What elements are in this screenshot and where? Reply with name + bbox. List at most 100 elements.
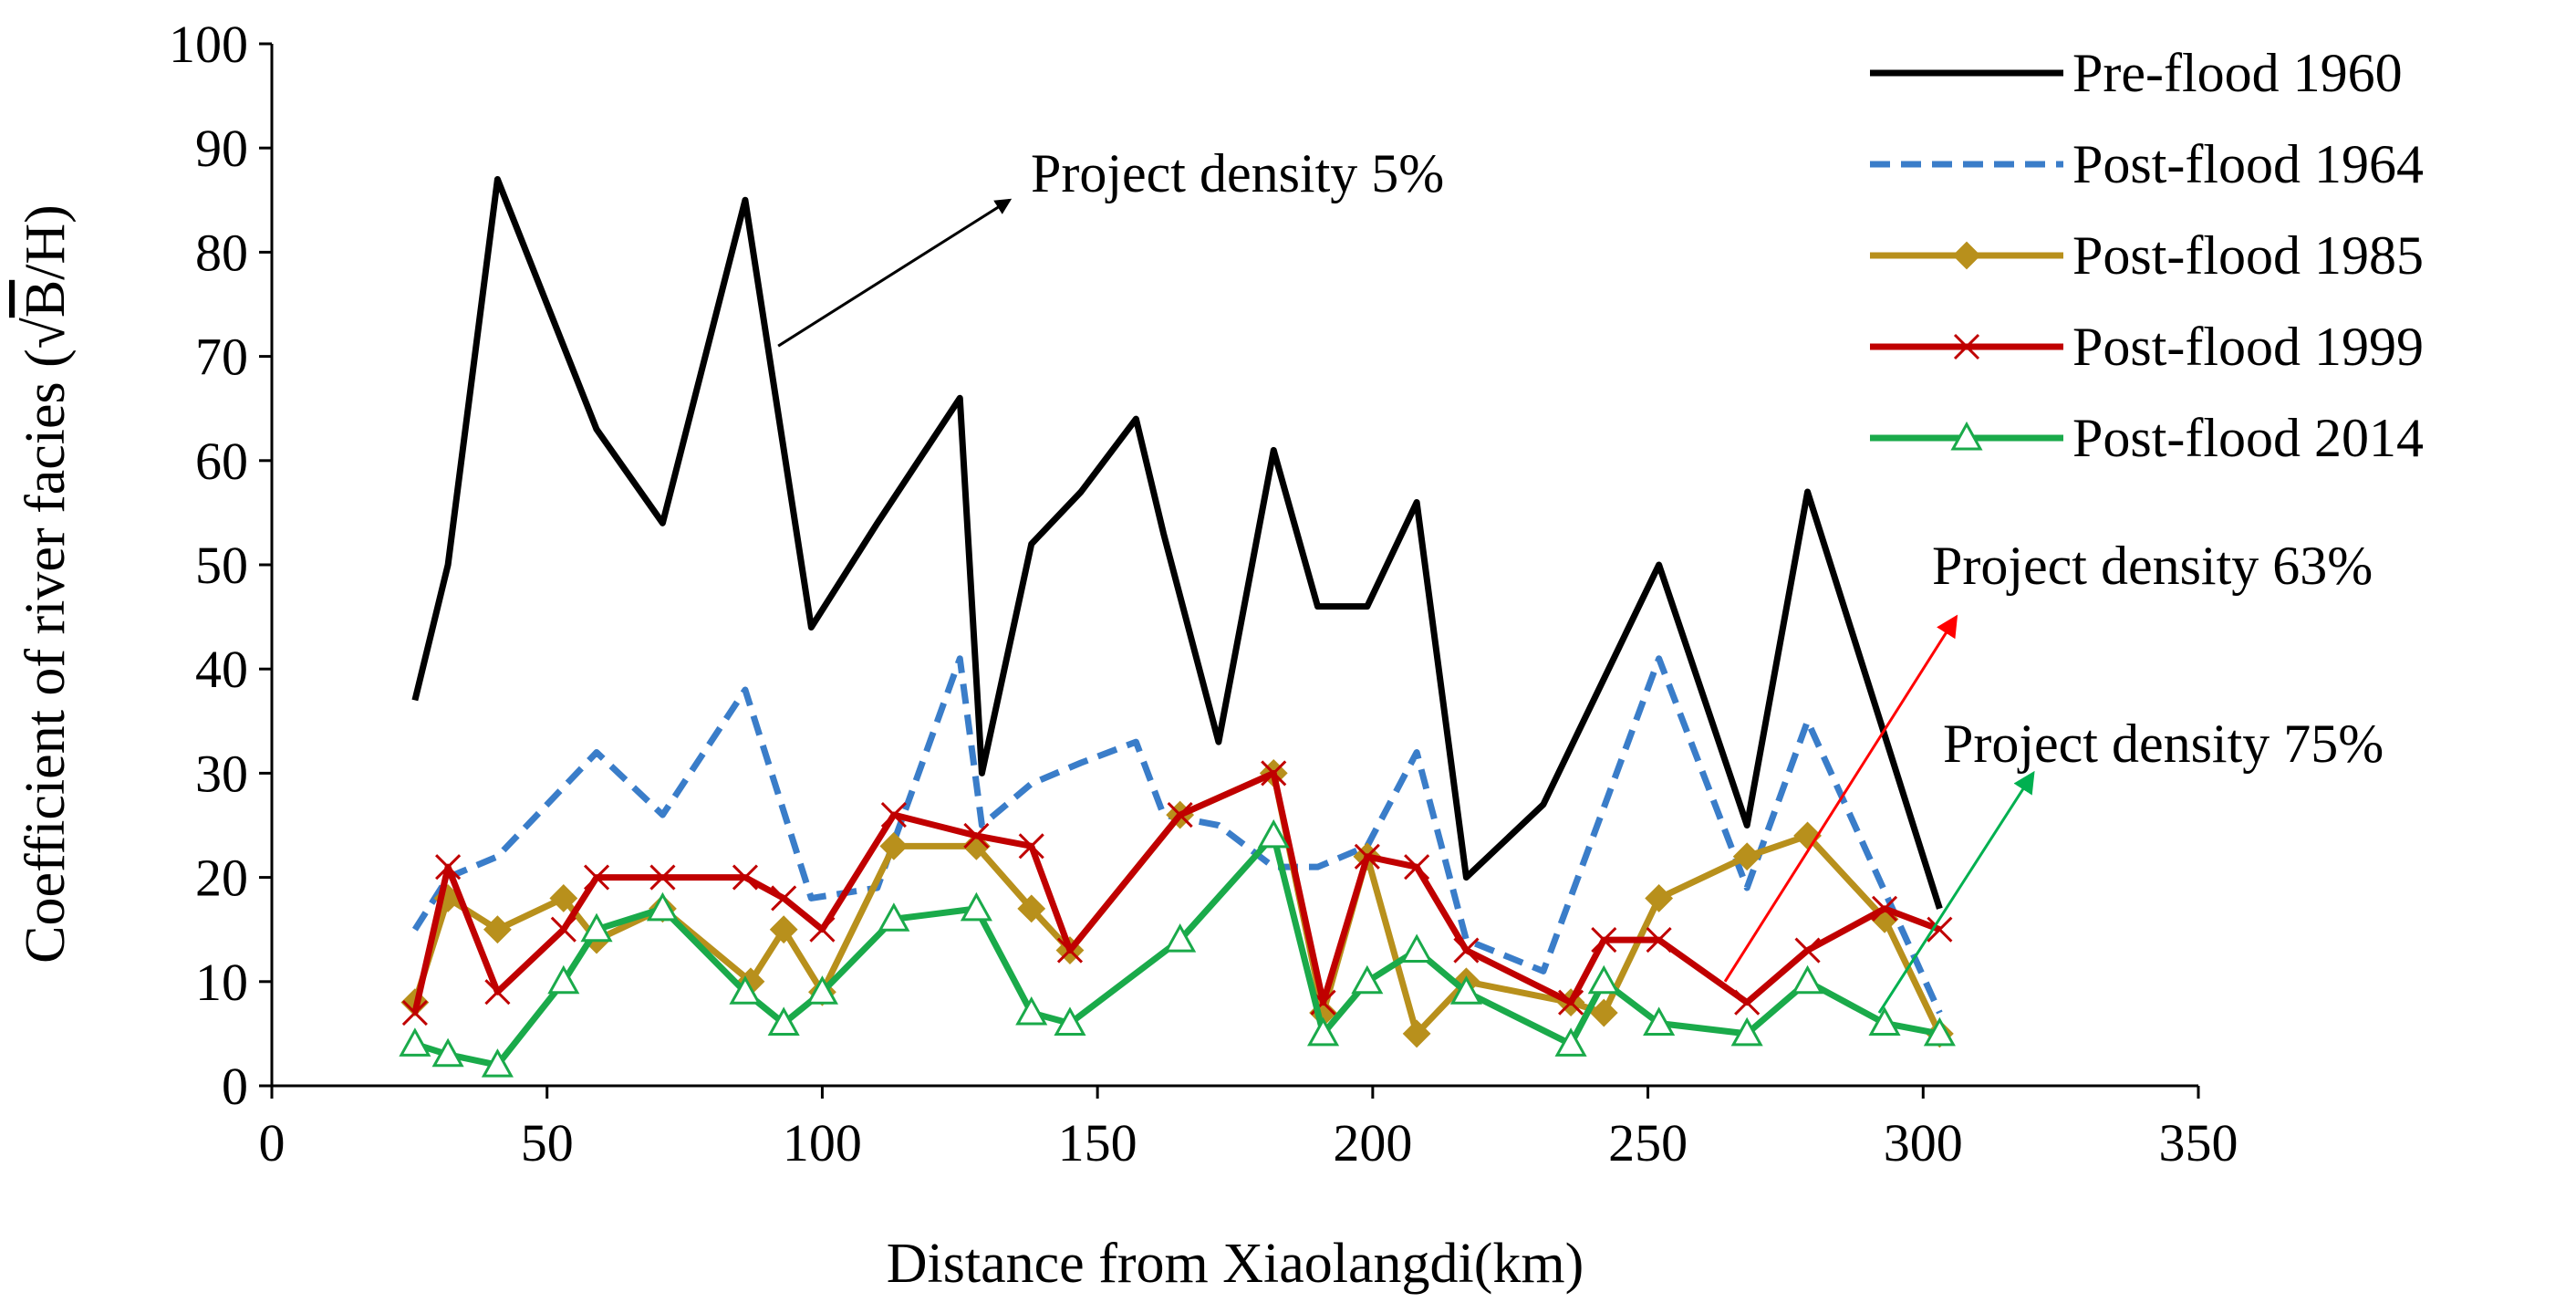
y-axis-title-radicand: B [15,280,77,318]
triangle-marker [1306,1016,1340,1047]
y-axis-title-suffix: /H) [15,204,77,280]
diamond-marker [483,915,512,944]
legend-label: Pre-flood 1960 [2072,43,2403,103]
x-marker [484,979,511,1006]
y-tick-label: 50 [195,536,248,595]
annotation-arrow [777,198,1013,348]
series-line [411,655,1943,1015]
triangle-marker [1400,933,1433,964]
x-marker-stroke [435,854,462,881]
annotation-label: Project density 75% [1943,714,2384,774]
x-marker [1927,916,1953,943]
x-marker-stroke [1404,854,1430,881]
x-marker-stroke [550,916,576,943]
y-tick-label: 20 [195,849,248,908]
x-axis-title: Distance from Xiaolangdi(km) [887,1233,1584,1295]
x-marker-stroke [880,802,907,828]
x-marker-stroke [1953,333,1980,360]
diamond-marker [1645,884,1674,912]
diamond-marker [879,831,909,860]
x-marker [649,864,676,891]
x-marker-stroke [771,885,797,912]
x-marker [1404,854,1430,881]
triangle-marker [1643,1006,1676,1036]
annotation-arrow [1877,770,2035,1014]
x-tick-label: 150 [1058,1113,1137,1172]
diamond-marker [1402,1019,1431,1048]
x-tick-label: 300 [1884,1113,1963,1172]
triangle-marker [1257,818,1290,849]
x-marker-stroke [1056,937,1084,964]
legend-item: Post-flood 1999 [1870,317,2424,377]
diamond-marker [549,884,578,912]
x-marker-stroke [1018,833,1044,860]
axes: 0 10 20 30 40 50 60 70 80 90 100 0 50 100 150 200 250 300… [169,15,2238,1172]
triangle-marker [481,1048,514,1078]
triangle-marker [431,1037,464,1068]
series-group [399,818,1956,1078]
legend-label: Post-flood 1985 [2072,225,2424,286]
legend-label: Post-flood 2014 [2072,408,2424,468]
data-series [399,175,1956,1078]
x-marker [732,864,759,891]
x-marker-stroke [484,979,511,1006]
triangle-marker [1054,1006,1086,1036]
triangle-marker [646,891,679,922]
x-marker [1261,760,1287,787]
series-group [401,760,1953,1026]
x-marker-stroke [583,864,610,891]
annotation-arrow [1723,614,1958,983]
legend-item: Pre-flood 1960 [1870,43,2403,103]
x-marker-stroke [1354,843,1380,870]
triangle-marker [1923,1016,1956,1047]
x-marker [550,916,576,943]
y-tick-label: 30 [195,744,248,803]
y-tick-label: 0 [222,1057,248,1116]
x-marker [1734,989,1761,1016]
x-marker [1591,927,1617,953]
x-marker [1646,927,1672,953]
triangle-marker [767,1006,800,1036]
y-tick-label: 100 [169,15,248,74]
y-tick-label: 90 [195,119,248,178]
triangle-marker [399,1027,431,1057]
x-marker [1794,937,1821,964]
series-line [411,175,1943,910]
x-marker-stroke [1558,989,1584,1016]
legend-label: Post-flood 1999 [2072,317,2424,377]
x-marker-stroke [649,864,676,891]
annotation-label: Project density 63% [1932,536,2373,596]
triangle-marker [1587,964,1620,995]
triangle-marker [1015,995,1048,1026]
triangle-marker [547,964,580,995]
y-tick-label: 40 [195,640,248,699]
legend-item: Post-flood 2014 [1870,408,2424,468]
triangle-marker [1792,964,1824,995]
x-tick-label: 0 [259,1113,286,1172]
diamond-marker [1589,998,1618,1027]
diamond-marker [1732,842,1761,871]
y-axis-title: Coefficient of river facies (√B/H) [15,204,77,964]
x-marker-stroke [1734,989,1761,1016]
x-marker-stroke [1591,927,1617,953]
x-marker [1056,937,1084,964]
legend-item: Post-flood 1985 [1870,225,2424,286]
legend-label: Post-flood 1964 [2072,134,2424,194]
x-marker [1558,989,1584,1016]
triangle-marker [1164,923,1197,953]
x-marker [583,864,610,891]
annotations: Project density 5% Project density 63% Pro… [777,143,2384,1014]
triangle-marker [1351,964,1384,995]
series-group [411,655,1943,1015]
y-tick-label: 60 [195,432,248,491]
legend: Pre-flood 1960 Post-flood 1964 Post-flood … [1870,43,2424,468]
x-marker-stroke [401,999,428,1026]
annotation-label: Project density 5% [1031,143,1444,203]
x-marker-stroke [1794,937,1821,964]
diamond-marker [1017,894,1046,923]
legend-item: Post-flood 1964 [1870,134,2424,194]
x-marker [880,802,907,828]
x-marker [435,854,462,881]
